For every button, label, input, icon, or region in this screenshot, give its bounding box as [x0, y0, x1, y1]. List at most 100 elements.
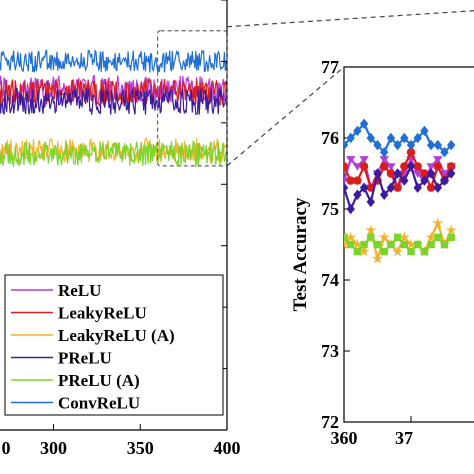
inset-marker	[366, 132, 375, 144]
inset-marker	[406, 139, 416, 151]
inset-marker	[344, 177, 349, 185]
legend-entry: PReLU	[58, 349, 112, 368]
inset-marker	[366, 196, 375, 208]
inset-marker	[432, 217, 444, 229]
inset-marker	[426, 183, 436, 192]
inset-marker	[420, 125, 429, 137]
inset-marker	[427, 240, 435, 249]
inset-marker	[380, 247, 388, 256]
inset-marker	[447, 233, 455, 242]
inset-marker	[345, 231, 357, 243]
main-line-0	[0, 74, 228, 104]
inset-marker	[351, 238, 364, 250]
inset-marker	[387, 240, 395, 249]
inset-marker	[440, 240, 449, 249]
inset-marker	[367, 233, 375, 242]
inset-marker	[414, 240, 422, 249]
inset-marker	[434, 233, 442, 242]
inset-marker	[353, 176, 362, 185]
inset-line-3	[344, 161, 456, 215]
inset-marker	[398, 231, 410, 243]
inset-marker	[447, 168, 456, 179]
inset-marker	[440, 147, 449, 158]
inset-xtick-label: 37	[395, 428, 413, 448]
inset-marker	[344, 162, 349, 171]
inset-marker	[406, 161, 416, 172]
inset-marker	[386, 163, 396, 171]
inset-marker	[426, 139, 436, 151]
main-line-4	[0, 139, 228, 168]
inset-marker	[413, 182, 422, 193]
main-line-3	[0, 87, 228, 116]
inset-marker	[433, 162, 442, 171]
inset-marker	[359, 162, 369, 171]
inset-marker	[426, 168, 436, 179]
inset-marker	[400, 175, 409, 186]
inset-marker	[405, 238, 417, 250]
inset-marker	[413, 170, 423, 178]
inset-xtick-label: 360	[331, 428, 358, 448]
inset-marker	[380, 162, 389, 171]
inset-marker	[360, 240, 368, 249]
main-line-5	[0, 49, 228, 73]
inset-marker	[433, 139, 442, 151]
inset-ytick-label: 76	[321, 128, 339, 148]
inset-marker	[373, 139, 382, 151]
inset-marker	[344, 238, 350, 250]
inset-marker	[373, 168, 382, 179]
zoom-connector-top	[226, 10, 474, 28]
inset-marker	[346, 176, 355, 185]
legend-entry: LeakyReLU	[58, 304, 147, 323]
inset-series	[344, 118, 457, 264]
inset-marker	[358, 245, 370, 257]
main-plot-lines	[0, 49, 228, 168]
zoom-indicator	[157, 10, 474, 167]
inset-marker	[400, 240, 408, 249]
inset-marker	[371, 252, 384, 264]
inset-marker	[344, 233, 348, 242]
main-xtick-label: 0	[2, 438, 11, 458]
inset-ytick-label: 73	[321, 341, 339, 361]
inset-marker	[420, 169, 429, 178]
inset-plot: 72 73 74 75 76 77 360 37 Test Accuracy	[290, 57, 474, 448]
inset-marker	[347, 240, 355, 249]
inset-ytick-label: 72	[321, 412, 339, 432]
inset-ylabel: Test Accuracy	[290, 197, 311, 311]
inset-marker	[365, 224, 377, 236]
main-xtick-label: 300	[40, 438, 67, 458]
inset-marker	[386, 182, 396, 193]
inset-marker	[344, 139, 349, 151]
inset-marker	[425, 231, 437, 243]
legend-entry: PReLU (A)	[58, 371, 140, 390]
inset-marker	[413, 132, 422, 144]
legend-entry: ReLU	[58, 281, 101, 300]
inset-marker	[393, 183, 402, 192]
inset-ytick-label: 77	[321, 57, 339, 77]
inset-marker	[380, 147, 389, 158]
inset-marker	[440, 175, 449, 186]
inset-marker	[353, 247, 362, 256]
inset-marker	[386, 132, 396, 144]
inset-marker	[346, 156, 356, 164]
inset-marker	[393, 233, 402, 242]
inset-line-4	[344, 233, 455, 256]
main-line-1	[0, 76, 228, 108]
inset-line-5	[344, 118, 456, 158]
zoom-box	[157, 30, 228, 167]
inset-ytick-label: 74	[321, 270, 339, 290]
inset-marker	[420, 247, 429, 256]
inset-marker	[433, 182, 442, 193]
main-xtick-label: 400	[214, 438, 241, 458]
inset-marker	[426, 163, 436, 171]
inset-marker	[447, 139, 456, 151]
inset-marker	[433, 156, 443, 164]
legend-box	[4, 274, 224, 416]
inset-marker	[400, 162, 409, 171]
inset-marker	[359, 156, 369, 164]
inset-marker	[393, 139, 402, 151]
inset-marker	[386, 169, 396, 178]
inset-marker	[407, 247, 415, 256]
main-xtick-label: 350	[127, 438, 154, 458]
inset-marker	[378, 231, 390, 243]
